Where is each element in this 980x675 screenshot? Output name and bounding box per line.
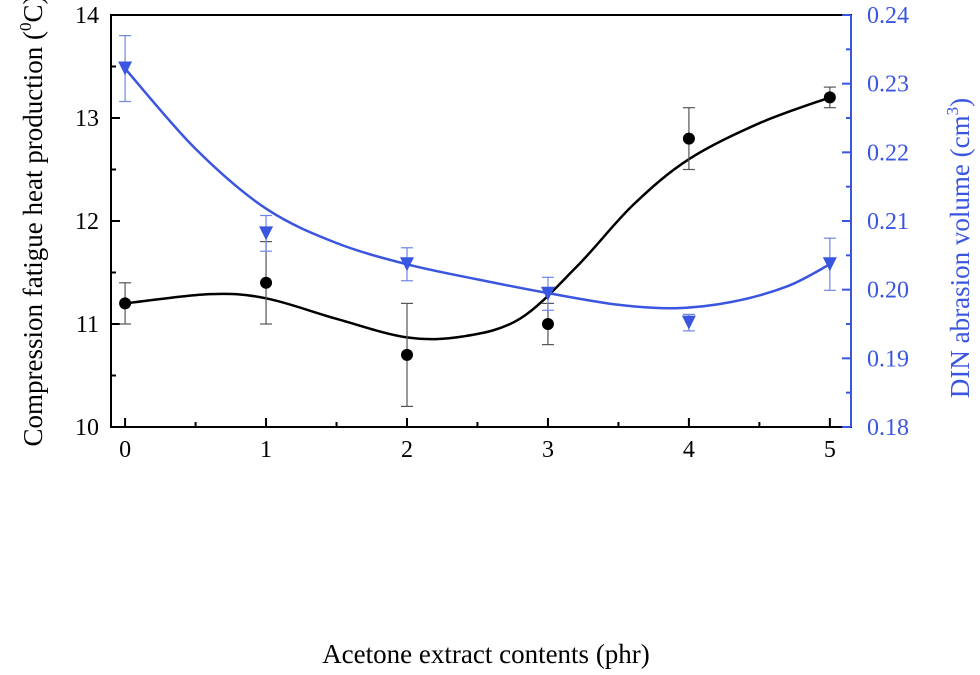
left-tick-label: 12 <box>75 209 99 235</box>
x-axis: 0 1 2 3 4 5 <box>119 418 836 463</box>
heat-production-point <box>119 297 132 310</box>
x-tick-label: 2 <box>401 437 413 463</box>
left-y-axis: 10 11 12 13 14 <box>75 3 120 441</box>
right-tick-label: 0.21 <box>867 209 909 235</box>
heat-production-fit-curve <box>124 96 831 341</box>
series-layer <box>118 34 837 407</box>
abrasion-volume-point <box>540 286 555 301</box>
right-tick-label: 0.23 <box>867 72 909 98</box>
heat-production-point <box>401 348 413 361</box>
left-tick-label: 13 <box>75 106 99 132</box>
left-tick-label: 11 <box>76 312 99 338</box>
x-tick-label: 5 <box>824 437 836 463</box>
right-y-axis: 0.18 0.19 0.20 0.21 0.22 0.23 0.24 <box>842 3 909 441</box>
abrasion-volume-point <box>822 257 837 272</box>
left-tick-label: 14 <box>75 3 99 29</box>
right-y-axis-title: DIN abrasion volume (cm3) <box>943 98 975 398</box>
x-tick-label: 0 <box>119 437 131 463</box>
right-tick-label: 0.24 <box>867 3 909 29</box>
right-tick-label: 0.19 <box>867 346 909 372</box>
abrasion-volume-point <box>400 257 414 272</box>
right-tick-label: 0.18 <box>867 415 909 441</box>
heat-production-point <box>260 276 273 289</box>
x-tick-label: 1 <box>260 437 272 463</box>
x-tick-label: 4 <box>683 437 695 463</box>
heat-production-point <box>541 318 554 330</box>
heat-production-point <box>682 132 695 145</box>
abrasion-volume-point <box>259 226 274 241</box>
abrasion-volume-fit-curve <box>124 67 831 310</box>
left-tick-label: 10 <box>75 415 99 441</box>
abrasion-volume-point <box>681 315 696 330</box>
x-tick-label: 3 <box>542 437 554 463</box>
left-y-axis-title: Compression fatigue heat production (0C) <box>16 0 48 446</box>
heat-production-point <box>823 91 836 104</box>
plot-frame <box>110 14 852 428</box>
x-axis-title: Acetone extract contents (phr) <box>322 639 650 669</box>
right-tick-label: 0.20 <box>867 278 909 304</box>
right-tick-label: 0.22 <box>867 140 909 166</box>
abrasion-volume-point <box>118 61 133 76</box>
